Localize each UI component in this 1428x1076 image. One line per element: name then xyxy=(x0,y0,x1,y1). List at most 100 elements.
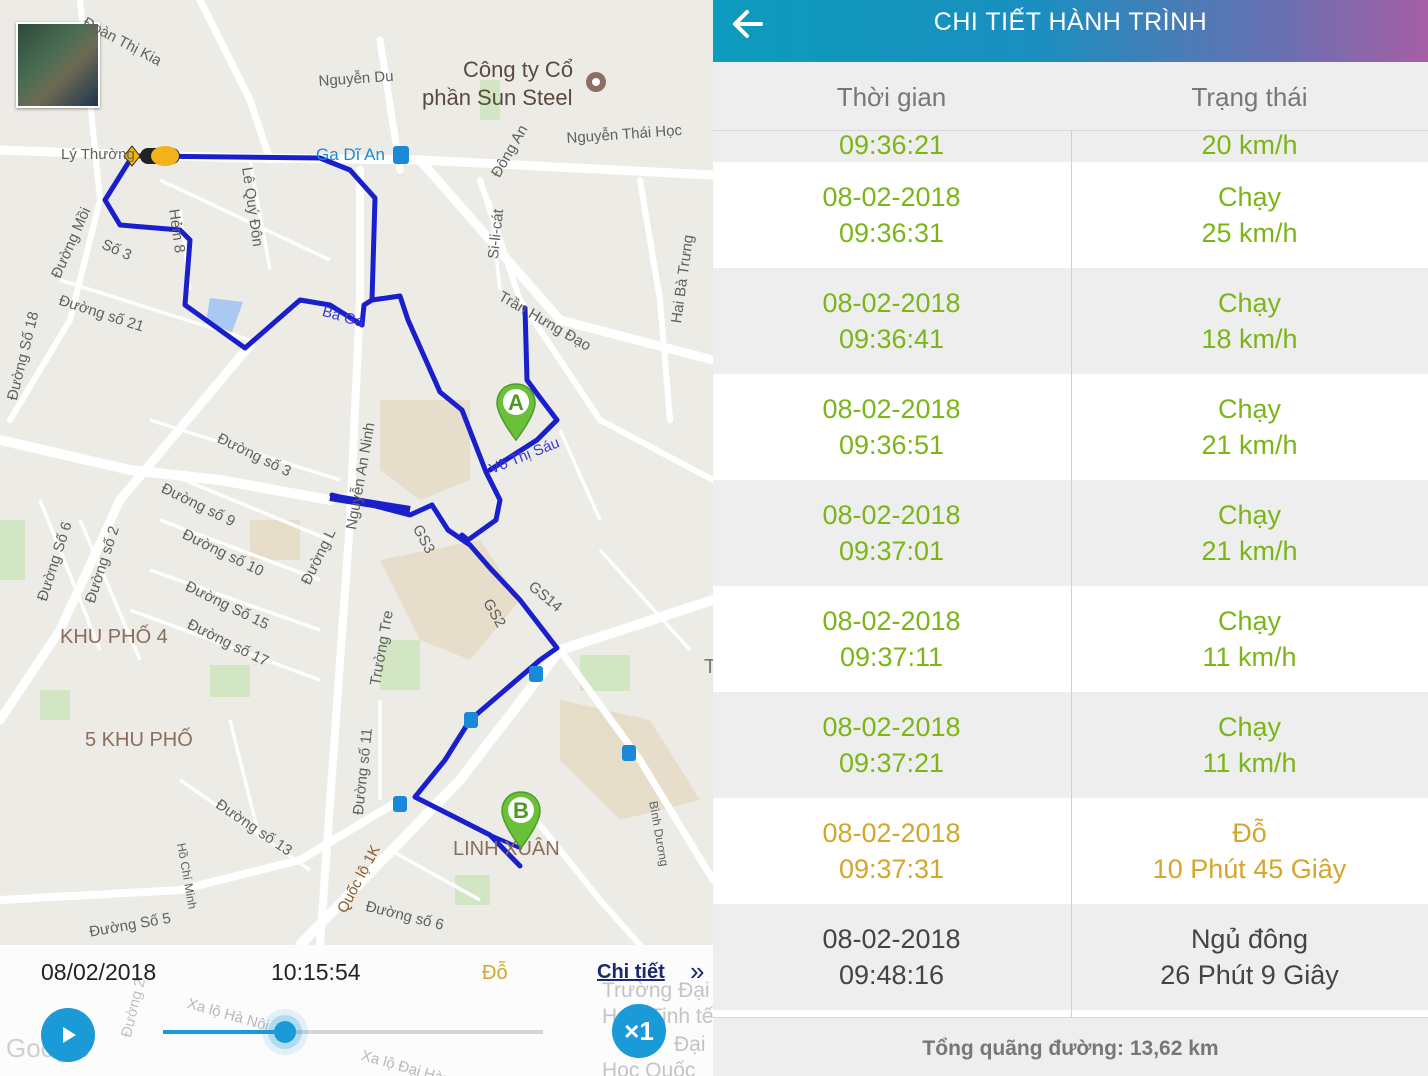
back-arrow-icon[interactable] xyxy=(727,2,777,46)
row-time: 08-02-2018 09:37:11 xyxy=(713,586,1070,692)
map-view[interactable]: Đoàn Thị Kia Nguyễn Du Lý Thường Đông An… xyxy=(0,0,713,1076)
street-label: Xa lộ Đại Hàn xyxy=(359,1047,453,1076)
row-status: Chạy 25 km/h xyxy=(1071,162,1428,268)
street-label: Xa lộ Hà Nội xyxy=(185,995,271,1035)
row-detail: 21 km/h xyxy=(1201,430,1298,460)
row-time-value: 09:36:41 xyxy=(838,324,945,354)
header-bar: CHI TIẾT HÀNH TRÌNH xyxy=(713,0,1428,62)
table-row[interactable]: 08-02-2018 09:36:41 Chạy 18 km/h xyxy=(713,268,1428,374)
row-time: 09:36:21 xyxy=(713,131,1070,163)
row-date: 08-02-2018 xyxy=(822,818,961,848)
row-status: Chạy 21 km/h xyxy=(1071,374,1428,480)
row-date: 08-02-2018 xyxy=(822,712,961,742)
row-detail: 25 km/h xyxy=(1201,218,1298,248)
row-time-value: 09:37:31 xyxy=(838,854,945,884)
total-distance: Tổng quãng đường: 13,62 km xyxy=(713,1017,1428,1076)
street-label: Trường Đại xyxy=(602,979,710,1002)
playback-date: 08/02/2018 xyxy=(41,959,157,985)
row-detail: 21 km/h xyxy=(1201,536,1298,566)
street-label: Tinh tế xyxy=(650,1005,713,1028)
row-time-value: 09:36:31 xyxy=(838,218,945,248)
playback-time: 10:15:54 xyxy=(271,959,361,985)
playback-slider[interactable] xyxy=(163,1021,543,1043)
row-time: 08-02-2018 09:37:31 xyxy=(713,798,1070,904)
row-date: 08-02-2018 xyxy=(822,606,961,636)
row-detail: 18 km/h xyxy=(1201,324,1298,354)
row-detail: 10 Phút 45 Giây xyxy=(1152,854,1347,884)
row-time-value: 09:37:11 xyxy=(839,642,944,672)
row-status: Đỗ 10 Phút 45 Giây xyxy=(1071,798,1428,904)
end-marker-icon[interactable]: B xyxy=(500,790,542,850)
street-label: Đại xyxy=(674,1033,706,1056)
table-header: Thời gian Trạng thái xyxy=(713,62,1428,131)
row-date: 08-02-2018 xyxy=(822,394,961,424)
street-label: Lý Thường xyxy=(61,146,135,163)
table-row[interactable]: 08-02-2018 09:37:11 Chạy 11 km/h xyxy=(713,586,1428,692)
row-time: 08-02-2018 09:48:16 xyxy=(713,904,1070,1010)
street-label: Học Quốc xyxy=(602,1059,696,1076)
area-label: 5 KHU PHỐ xyxy=(85,729,193,751)
detail-link[interactable]: Chi tiết xyxy=(597,961,665,983)
journey-detail-panel: CHI TIẾT HÀNH TRÌNH Thời gian Trạng thái… xyxy=(713,0,1428,1076)
row-state: Ngủ đông xyxy=(1190,924,1309,954)
play-icon xyxy=(63,1027,76,1043)
vehicle-icon xyxy=(123,145,180,167)
row-time: 08-02-2018 09:36:41 xyxy=(713,268,1070,374)
row-date: 08-02-2018 xyxy=(822,924,961,954)
map-canvas[interactable] xyxy=(0,0,713,945)
row-date: 08-02-2018 xyxy=(822,500,961,530)
table-row[interactable]: 09:36:21 20 km/h xyxy=(713,131,1428,163)
row-detail: 11 km/h xyxy=(1202,642,1297,672)
row-status: Chạy 11 km/h xyxy=(1071,692,1428,798)
row-status: 20 km/h xyxy=(1071,131,1428,163)
satellite-view-toggle[interactable] xyxy=(16,22,100,108)
row-state: Chạy xyxy=(1217,712,1282,742)
row-time: 08-02-2018 09:37:21 xyxy=(713,692,1070,798)
start-marker-icon[interactable]: A xyxy=(495,382,537,442)
poi-label: Công ty Cổ xyxy=(463,57,574,82)
row-status: Chạy 21 km/h xyxy=(1071,480,1428,586)
playback-status: Đỗ xyxy=(482,962,508,984)
table-row[interactable]: 08-02-2018 09:48:16 Ngủ đông 26 Phút 9 Giây xyxy=(713,904,1428,1010)
row-time: 08-02-2018 09:37:01 xyxy=(713,480,1070,586)
row-state: Chạy xyxy=(1217,288,1282,318)
station-label: Ga Dĩ An xyxy=(316,145,385,164)
row-time-value: 09:36:21 xyxy=(838,131,945,160)
row-state: Chạy xyxy=(1217,606,1282,636)
journey-table[interactable]: 09:36:21 20 km/h 08-02-2018 09:36:31 Chạy 2… xyxy=(713,131,1428,1017)
detail-chevron-icon[interactable]: » xyxy=(690,956,705,986)
area-label: LINH XUÂN xyxy=(453,838,560,860)
table-row[interactable]: 08-02-2018 09:37:21 Chạy 11 km/h xyxy=(713,692,1428,798)
row-state: Đỗ xyxy=(1232,818,1267,848)
table-row[interactable]: 08-02-2018 09:37:01 Chạy 21 km/h xyxy=(713,480,1428,586)
slider-handle[interactable] xyxy=(273,1021,296,1043)
marker-a-label: A xyxy=(508,390,524,415)
row-state: Chạy xyxy=(1217,182,1282,212)
play-button[interactable] xyxy=(41,1008,95,1062)
table-row[interactable]: 08-02-2018 09:37:31 Đỗ 10 Phút 45 Giây xyxy=(713,798,1428,904)
row-time-value: 09:37:21 xyxy=(838,748,945,778)
row-status: Ngủ đông 26 Phút 9 Giây xyxy=(1071,904,1428,1010)
playback-progress xyxy=(163,1030,285,1034)
row-detail: 11 km/h xyxy=(1202,748,1297,778)
row-time-value: 09:37:01 xyxy=(838,536,945,566)
row-status: Chạy 18 km/h xyxy=(1071,268,1428,374)
area-label: KHU PHỐ 4 xyxy=(60,626,168,648)
row-state: Chạy xyxy=(1217,500,1282,530)
area-label: T xyxy=(704,656,713,678)
street-label: Đường 2 xyxy=(118,976,149,1040)
table-row[interactable]: 08-02-2018 09:36:51 Chạy 21 km/h xyxy=(713,374,1428,480)
column-header-status: Trạng thái xyxy=(1191,82,1308,112)
row-detail: 26 Phút 9 Giây xyxy=(1160,960,1339,990)
row-status-value: 20 km/h xyxy=(1201,131,1298,160)
row-time-value: 09:36:51 xyxy=(838,430,945,460)
row-state: Chạy xyxy=(1217,394,1282,424)
page-title: CHI TIẾT HÀNH TRÌNH xyxy=(933,8,1208,36)
speed-button[interactable]: ×1 xyxy=(612,1004,666,1058)
column-header-time: Thời gian xyxy=(836,82,947,112)
table-row[interactable]: 08-02-2018 09:36:31 Chạy 25 km/h xyxy=(713,162,1428,268)
marker-b-label: B xyxy=(513,798,529,823)
row-date: 08-02-2018 xyxy=(822,182,961,212)
row-time: 08-02-2018 09:36:51 xyxy=(713,374,1070,480)
row-time-value: 09:48:16 xyxy=(838,960,945,990)
